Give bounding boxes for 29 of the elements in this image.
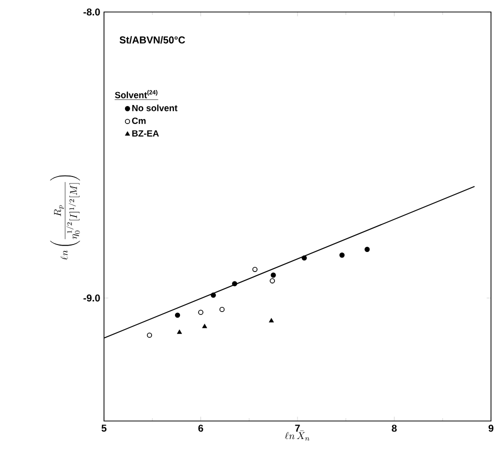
point	[219, 306, 225, 312]
x-tick-label: 6	[198, 424, 204, 432]
legend-label: Cm	[132, 118, 146, 124]
point	[210, 292, 216, 298]
point	[339, 252, 345, 258]
point	[269, 318, 274, 322]
annotation: St/ABVN/50°C	[120, 36, 186, 44]
point	[146, 332, 152, 338]
point	[252, 266, 258, 272]
point	[232, 281, 238, 286]
legend-title: Solvent$^{(24)}$	[114, 90, 158, 98]
x-tick-label: 7	[295, 424, 300, 432]
point	[202, 324, 207, 328]
y-axis-title: $\ell n\left(\frac{R_p}{\eta_0^{1/2}[I]^{1/2}[M]}\right)$	[50, 175, 80, 260]
point	[270, 272, 276, 278]
y-tick-label: -9.0	[84, 294, 100, 302]
y-tick-label: -8.0	[84, 8, 100, 16]
point	[364, 246, 370, 252]
x-tick-label: 9	[488, 424, 494, 432]
x-tick-label: 8	[392, 424, 397, 432]
x-axis-title: $\ell n\,\bar{X}_n$	[284, 430, 310, 441]
legend-label: BZ-EA	[132, 130, 159, 136]
x-tick-label: 5	[102, 424, 106, 432]
point	[177, 330, 182, 334]
point	[198, 310, 204, 315]
legend-label: No solvent	[132, 104, 178, 112]
point	[174, 312, 180, 318]
point	[302, 255, 307, 261]
point	[270, 278, 275, 284]
